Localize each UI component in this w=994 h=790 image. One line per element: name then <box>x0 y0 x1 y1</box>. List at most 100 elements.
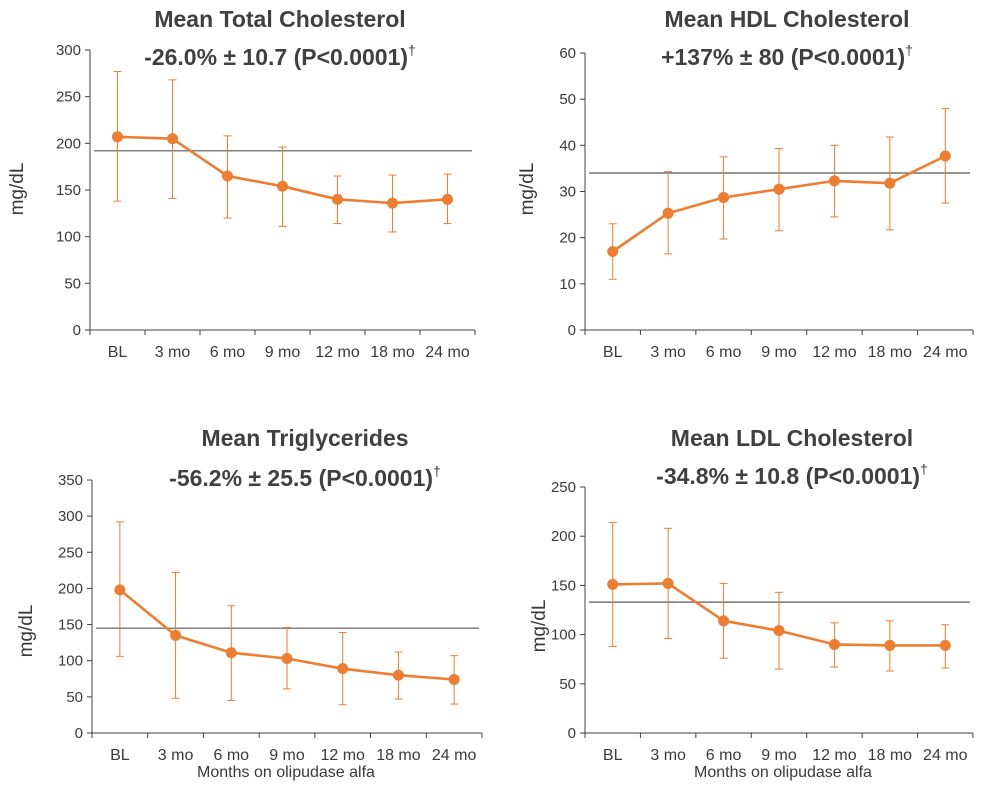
panel-triglycerides: Mean Triglycerides -56.2% ± 25.5 (P<0.00… <box>0 395 497 790</box>
data-point <box>392 669 404 681</box>
data-point <box>337 663 349 675</box>
y-tick-label: 0 <box>568 322 576 339</box>
x-tick-label: 3 mo <box>650 747 686 764</box>
x-tick-label: 3 mo <box>650 344 686 361</box>
y-tick-label: 350 <box>58 472 83 489</box>
y-tick-label: 20 <box>559 230 576 247</box>
x-tick-label: 3 mo <box>155 344 191 361</box>
y-tick-label: 50 <box>559 676 576 693</box>
data-point <box>277 180 288 192</box>
x-tick-label: 24 mo <box>425 344 470 361</box>
subtitle-text: -34.8% ± 10.8 (P<0.0001) <box>656 463 921 489</box>
data-point <box>607 578 619 590</box>
dagger-mark: † <box>905 42 913 58</box>
x-tick-label: 6 mo <box>213 747 249 764</box>
data-point <box>448 674 460 686</box>
x-tick-label: 18 mo <box>868 747 913 764</box>
data-point <box>170 629 182 641</box>
x-tick-label: 24 mo <box>432 747 477 764</box>
y-tick-label: 300 <box>58 508 83 525</box>
y-tick-label: 40 <box>559 137 576 154</box>
plot-total-cholesterol: 0 50 100 150 200 250 300 BL 3 mo 6 mo 9 mo 12 mo 18 … <box>56 42 476 361</box>
dagger-mark: † <box>433 463 441 479</box>
x-axis-label: Months on olipudase alfa <box>694 764 872 781</box>
data-point <box>167 133 178 145</box>
data-point <box>828 175 840 187</box>
chart-title: Mean Total Cholesterol <box>154 6 406 32</box>
data-point <box>939 150 951 162</box>
data-point <box>281 653 293 665</box>
x-tick-label: 9 mo <box>265 344 301 361</box>
data-point <box>773 625 785 637</box>
chart-subtitle: +137% ± 80 (P<0.0001)† <box>587 42 987 71</box>
data-point <box>442 193 453 205</box>
x-tick-label: 3 mo <box>158 747 194 764</box>
chart-title: Mean HDL Cholesterol <box>664 6 910 32</box>
y-tick-label: 300 <box>56 42 81 59</box>
chart-title: Mean Triglycerides <box>201 425 409 451</box>
y-tick-label: 250 <box>56 89 81 106</box>
data-point <box>773 183 785 195</box>
y-tick-label: 0 <box>73 322 81 339</box>
x-tick-label: 24 mo <box>923 747 968 764</box>
subtitle-text: -26.0% ± 10.7 (P<0.0001) <box>144 44 409 70</box>
dagger-mark: † <box>408 42 416 58</box>
y-tick-label: 100 <box>58 653 83 670</box>
y-tick-label: 150 <box>551 577 576 594</box>
y-tick-label: 250 <box>551 479 576 496</box>
plot-hdl-cholesterol: 0 10 20 30 40 50 60 BL 3 mo 6 mo 9 mo 12 mo 18 mo 24 … <box>559 45 974 361</box>
y-tick-label: 200 <box>58 580 83 597</box>
data-point <box>607 246 619 258</box>
x-tick-label: 18 mo <box>376 747 421 764</box>
y-tick-label: 30 <box>559 184 576 201</box>
data-point <box>332 193 343 205</box>
panel-hdl-cholesterol: Mean HDL Cholesterol +137% ± 80 (P<0.000… <box>497 0 994 395</box>
data-point <box>225 647 237 659</box>
x-tick-label: 24 mo <box>923 344 968 361</box>
data-point <box>828 638 840 650</box>
y-tick-label: 150 <box>56 182 81 199</box>
x-tick-label: 18 mo <box>868 344 913 361</box>
y-tick-label: 200 <box>551 528 576 545</box>
data-point <box>939 639 951 651</box>
data-point <box>884 639 896 651</box>
y-tick-label: 100 <box>551 627 576 644</box>
y-tick-label: 0 <box>75 725 83 742</box>
x-tick-label: BL <box>603 747 623 764</box>
x-tick-label: 9 mo <box>761 747 797 764</box>
y-tick-label: 50 <box>64 275 81 292</box>
data-point <box>718 192 730 204</box>
plot-ldl-cholesterol: 0 50 100 150 200 250 BL 3 mo 6 mo 9 mo 12 mo 18 mo 2… <box>551 479 974 764</box>
y-tick-label: 0 <box>568 725 576 742</box>
dagger-mark: † <box>920 461 928 477</box>
subtitle-text: -56.2% ± 25.5 (P<0.0001) <box>169 465 434 491</box>
x-tick-label: BL <box>110 747 130 764</box>
data-point <box>718 615 730 627</box>
y-tick-label: 10 <box>559 276 576 293</box>
data-point <box>884 177 896 189</box>
data-point <box>387 197 398 209</box>
x-tick-label: 12 mo <box>812 344 857 361</box>
data-point <box>114 584 126 596</box>
y-tick-label: 200 <box>56 135 81 152</box>
chart-subtitle: -26.0% ± 10.7 (P<0.0001)† <box>80 42 480 71</box>
x-tick-label: 18 mo <box>370 344 415 361</box>
x-tick-label: 12 mo <box>320 747 365 764</box>
data-point <box>112 131 123 143</box>
x-tick-label: 6 mo <box>706 747 742 764</box>
y-tick-label: 50 <box>66 689 83 706</box>
chart-subtitle: -34.8% ± 10.8 (P<0.0001)† <box>592 461 992 490</box>
plot-triglycerides: 0 50 100 150 200 250 300 350 BL 3 mo 6 mo 9 mo 12 mo… <box>58 472 483 764</box>
x-tick-label: 6 mo <box>706 344 742 361</box>
panel-total-cholesterol: Mean Total Cholesterol -26.0% ± 10.7 (P<… <box>0 0 497 395</box>
y-tick-label: 50 <box>559 91 576 108</box>
chart-subtitle: -56.2% ± 25.5 (P<0.0001)† <box>105 463 505 492</box>
data-point <box>222 170 233 182</box>
x-tick-label: 6 mo <box>210 344 246 361</box>
data-point <box>662 577 674 589</box>
y-tick-label: 250 <box>58 544 83 561</box>
x-tick-label: 12 mo <box>812 747 857 764</box>
y-tick-label: 100 <box>56 229 81 246</box>
x-tick-label: 9 mo <box>269 747 305 764</box>
